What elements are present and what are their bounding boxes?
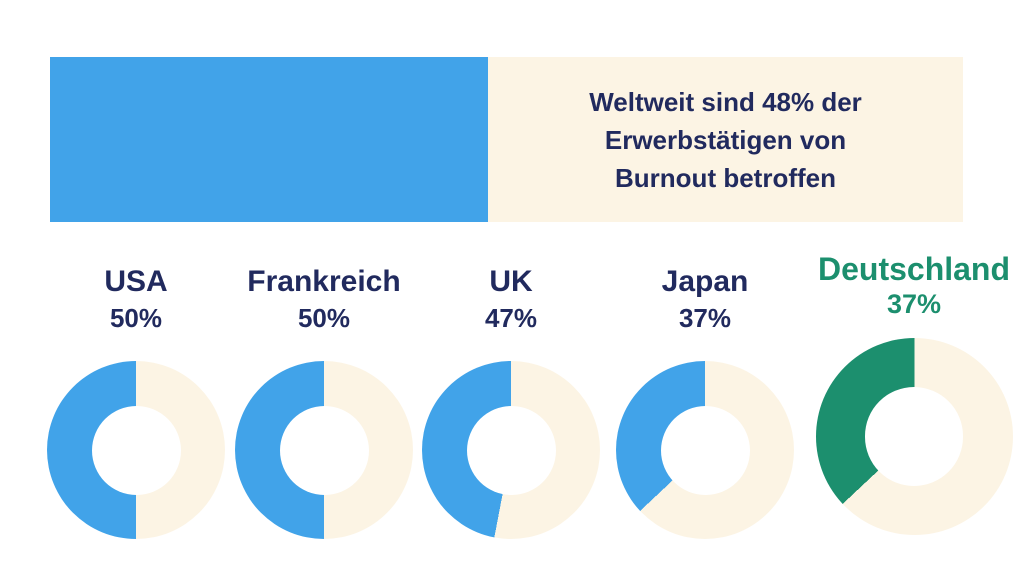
donut-chart-frankreich <box>235 361 413 539</box>
country-card-usa: USA 50% <box>46 265 226 539</box>
donut-hole <box>279 405 369 495</box>
banner-headline-line-2: Erwerbstätigen von <box>604 124 847 155</box>
country-name-label: UK <box>489 265 533 298</box>
country-percent-label: 50% <box>297 303 351 333</box>
donut-hole <box>466 405 556 495</box>
world-burnout-banner: Weltweit sind 48% der Erwerbstätigen von… <box>50 57 963 222</box>
donut-hole <box>660 405 750 495</box>
country-percent-label: 37% <box>886 289 942 319</box>
banner-headline: Weltweit sind 48% der Erwerbstätigen von… <box>488 57 963 222</box>
donut-hole <box>864 387 964 486</box>
banner-progress-fill <box>50 57 489 222</box>
donut-chart-uk <box>422 361 600 539</box>
donut-chart-deutschland <box>815 338 1013 535</box>
banner-headline-line-3: Burnout betroffen <box>615 162 836 193</box>
country-card-uk: UK 47% <box>421 265 601 539</box>
country-card-frankreich: Frankreich 50% <box>234 265 414 539</box>
donut-chart-usa <box>47 361 225 539</box>
country-name-label: USA <box>104 265 168 298</box>
country-name-label: Deutschland <box>817 251 1011 287</box>
country-percent-label: 50% <box>109 303 163 333</box>
country-percent-label: 37% <box>678 303 732 333</box>
country-percent-label: 47% <box>484 303 538 333</box>
donut-chart-japan <box>616 361 794 539</box>
donut-hole <box>91 405 181 495</box>
country-card-japan: Japan 37% <box>615 265 795 539</box>
country-name-label: Frankreich <box>247 265 401 298</box>
country-card-deutschland: Deutschland 37% <box>814 250 1014 535</box>
banner-headline-line-1: Weltweit sind 48% der <box>589 86 862 117</box>
country-name-label: Japan <box>661 265 749 298</box>
